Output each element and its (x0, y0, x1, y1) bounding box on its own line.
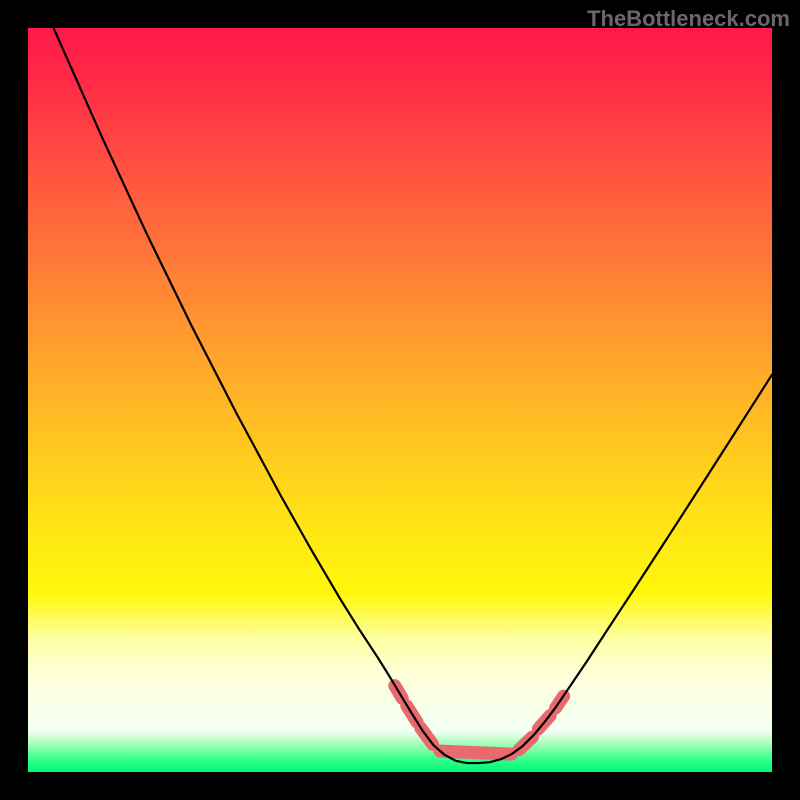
watermark-text: TheBottleneck.com (587, 6, 790, 32)
plot-area (28, 28, 772, 772)
chart-frame: TheBottleneck.com (0, 0, 800, 800)
bottleneck-curve (28, 28, 772, 772)
